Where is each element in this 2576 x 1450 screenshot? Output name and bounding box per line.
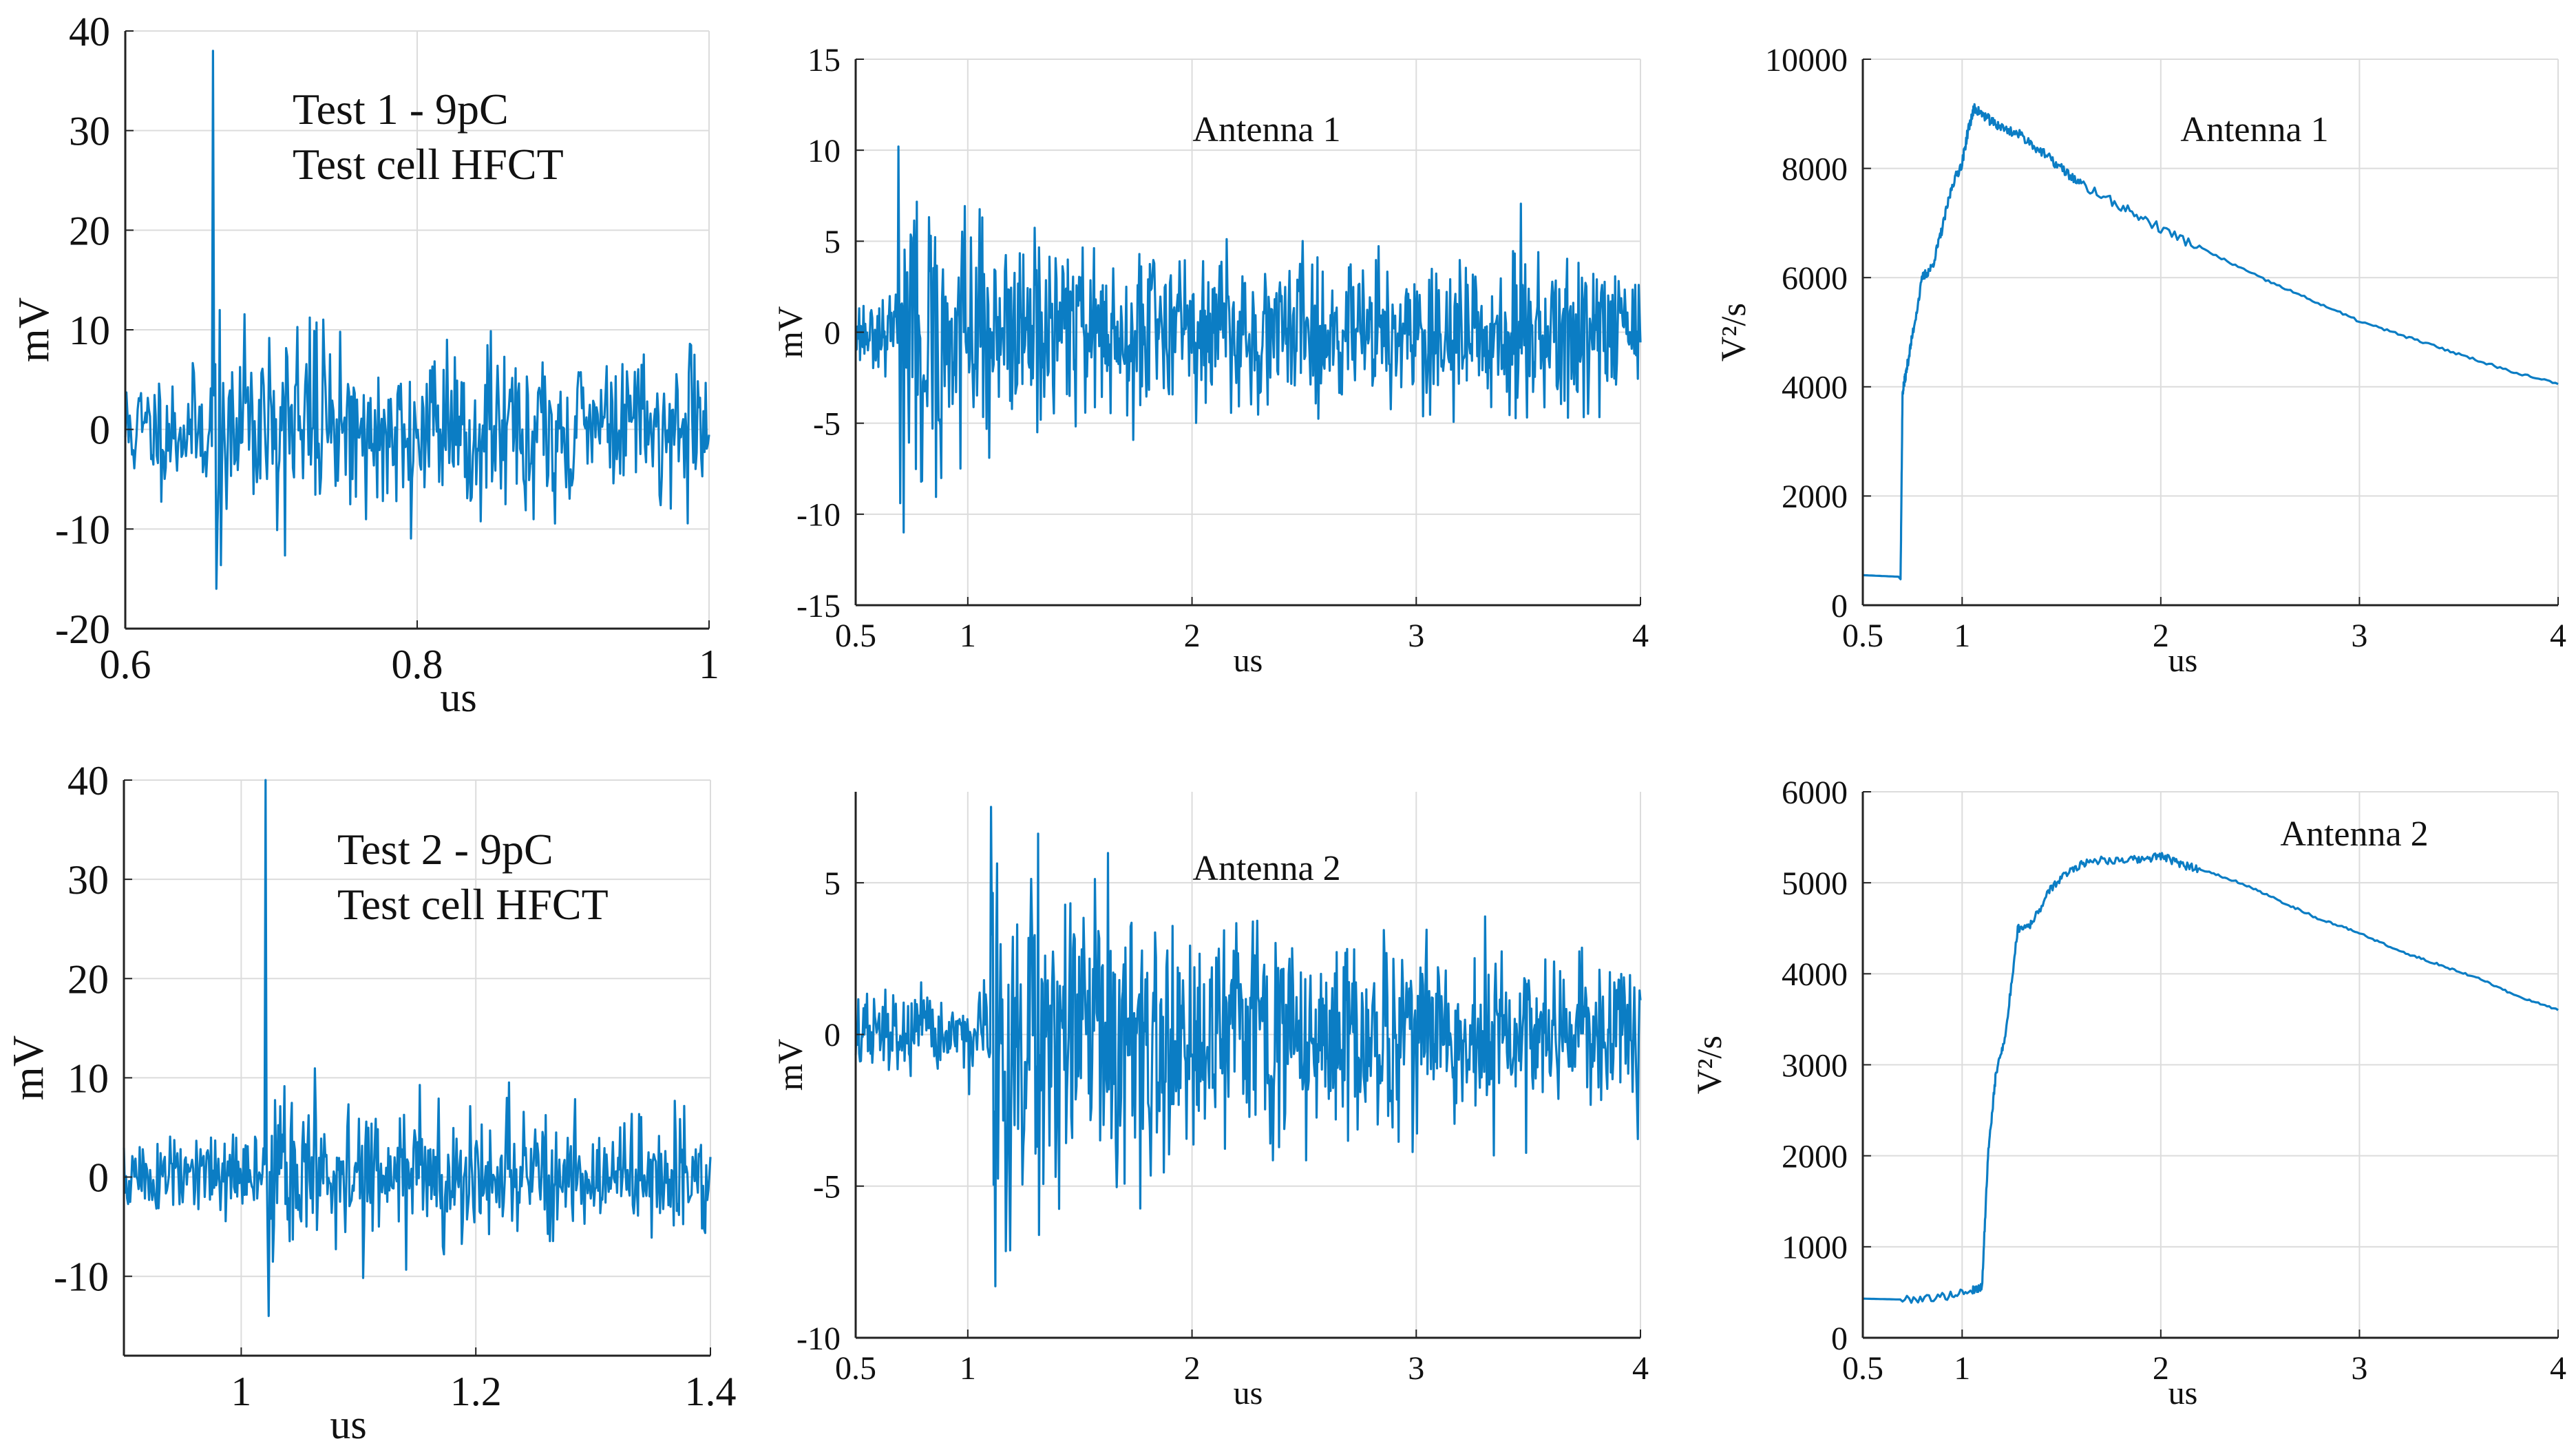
y-axis-label: V²/s	[1690, 1036, 1729, 1094]
x-tick-label: 1	[1954, 618, 1970, 654]
y-axis-label: mV	[771, 306, 810, 359]
x-tick-label: 3	[2351, 618, 2367, 654]
x-tick-label: 3	[1408, 618, 1424, 654]
y-tick-label: 3000	[1782, 1047, 1848, 1084]
y-tick-label: 10000	[1765, 42, 1848, 78]
x-axis-label: us	[330, 1402, 366, 1447]
y-axis-label: mV	[771, 1039, 810, 1091]
x-axis-label: us	[2168, 1375, 2198, 1411]
series-line-p2-0	[854, 145, 1642, 534]
x-tick-label: 2	[2153, 1350, 2169, 1387]
chart-title: Antenna 1	[1192, 110, 1340, 149]
panel-p5: 0.5 1 2 3 4 -10 -5 0 5 us mV Antenna 2	[771, 792, 1649, 1411]
y-tick-label: 0	[89, 408, 110, 453]
y-tick-label: 15	[807, 42, 841, 78]
y-tick-label: -5	[813, 406, 841, 442]
y-tick-label: 0	[1831, 588, 1848, 624]
y-tick-label: 40	[67, 758, 109, 803]
panel-p4: 1 1.2 1.4 -10 0 10 20 30 40 us mV Test 2 - 9pC Test …	[4, 758, 737, 1447]
y-tick-label: 30	[67, 857, 109, 903]
annotation-line: Test 1 - 9pC	[293, 85, 509, 134]
y-tick-label: -10	[54, 1254, 109, 1300]
y-axis-label: mV	[4, 1036, 52, 1101]
x-tick-label: 4	[2550, 1350, 2566, 1387]
y-tick-label: 2000	[1782, 479, 1848, 515]
y-tick-label: 0	[824, 1017, 841, 1053]
y-tick-label: -20	[55, 607, 110, 652]
y-tick-label: -10	[796, 1321, 841, 1357]
chart-title: Antenna 2	[2280, 815, 2428, 854]
x-tick-label: 0.6	[100, 642, 151, 687]
x-tick-label: 0.5	[1842, 618, 1883, 654]
series-line-p3-0	[1862, 103, 2559, 580]
x-tick-label: 0.5	[835, 618, 876, 654]
x-tick-label: 1	[960, 618, 976, 654]
y-tick-label: 0	[88, 1155, 109, 1201]
x-axis-label: us	[2168, 642, 2198, 679]
y-tick-label: 0	[1831, 1321, 1848, 1357]
y-tick-label: 5000	[1782, 865, 1848, 902]
series-line-p6-0	[1863, 852, 2559, 1304]
series-line-p5-0	[854, 806, 1642, 1288]
x-tick-label: 3	[2351, 1350, 2367, 1387]
x-tick-label: 1	[960, 1350, 976, 1387]
annotation-line: Test cell HFCT	[293, 140, 564, 189]
y-tick-label: 40	[69, 9, 110, 54]
x-tick-label: 2	[1184, 1350, 1201, 1387]
series-line-p1-0	[124, 50, 710, 590]
y-tick-label: 5	[824, 224, 841, 260]
panel-p2: 0.5 1 2 3 4 -15 -10 -5 0 5 10 15 us mV Antenna 1	[771, 42, 1649, 679]
y-tick-label: 20	[69, 208, 110, 253]
y-axis-label: V²/s	[1714, 303, 1753, 361]
y-axis-label: mV	[10, 297, 58, 363]
x-tick-label: 2	[1184, 618, 1201, 654]
panel-p6: 0.5 1 2 3 4 0 1000 2000 3000 4000 5000 6000 us V²/s An…	[1690, 775, 2566, 1411]
x-tick-label: 4	[1632, 618, 1649, 654]
x-tick-label: 1.2	[450, 1369, 502, 1414]
chart-title: Antenna 2	[1192, 849, 1340, 888]
y-tick-label: 10	[807, 133, 841, 169]
y-tick-label: 6000	[1782, 260, 1848, 297]
x-axis-label: us	[1234, 642, 1263, 679]
x-tick-label: 1	[1954, 1350, 1970, 1387]
x-tick-label: 0.8	[392, 642, 443, 687]
x-tick-label: 0.5	[1842, 1350, 1883, 1387]
y-tick-label: 2000	[1782, 1138, 1848, 1175]
y-tick-label: 0	[824, 315, 841, 351]
y-tick-label: 4000	[1782, 956, 1848, 993]
y-tick-label: -10	[55, 507, 110, 552]
x-tick-label: 4	[1632, 1350, 1649, 1387]
y-tick-label: 8000	[1782, 151, 1848, 187]
x-tick-label: 1	[231, 1369, 251, 1414]
x-axis-label: us	[440, 675, 476, 720]
x-tick-label: 3	[1408, 1350, 1424, 1387]
y-tick-label: 20	[67, 956, 109, 1002]
x-tick-label: 1.4	[685, 1369, 737, 1414]
y-tick-label: 5	[824, 865, 841, 902]
x-tick-label: 1	[699, 642, 719, 687]
y-tick-label: 6000	[1782, 775, 1848, 811]
y-tick-label: 4000	[1782, 370, 1848, 406]
y-tick-label: 1000	[1782, 1230, 1848, 1266]
x-axis-label: us	[1234, 1375, 1263, 1411]
chart-title: Antenna 1	[2180, 110, 2328, 149]
annotation-line: Test 2 - 9pC	[337, 825, 553, 874]
y-tick-label: -10	[796, 497, 841, 534]
y-tick-label: 10	[67, 1055, 109, 1101]
y-tick-label: 10	[69, 308, 110, 353]
y-tick-label: 30	[69, 109, 110, 154]
x-tick-label: 0.5	[835, 1350, 876, 1387]
x-tick-label: 4	[2550, 618, 2566, 654]
annotation-line: Test cell HFCT	[337, 880, 609, 929]
y-tick-label: -15	[796, 588, 841, 624]
y-tick-label: -5	[813, 1169, 841, 1206]
x-tick-label: 2	[2153, 618, 2169, 654]
series-line-p4-0	[123, 779, 712, 1317]
panel-p1: 0.6 0.8 1 -20 -10 0 10 20 30 40 us mV Test 1 - 9pC Te…	[10, 9, 719, 720]
panel-p3: 0.5 1 2 3 4 0 2000 4000 6000 8000 10000 us V²/s Anten…	[1714, 42, 2566, 679]
